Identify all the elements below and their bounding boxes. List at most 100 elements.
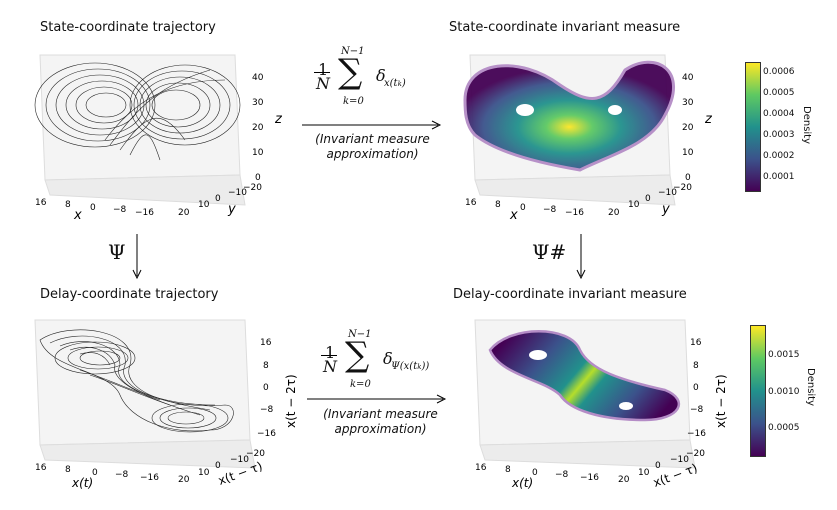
delta-symbol: δ [376, 66, 386, 85]
title-state-trajectory: State-coordinate trajectory [40, 20, 216, 35]
map-psi-pushforward: Ψ# [532, 240, 567, 264]
x-tick: 8 [505, 465, 511, 475]
x-tick: 8 [65, 200, 71, 210]
z-tick: 30 [252, 98, 264, 108]
sum-symbol: ∑ [338, 52, 363, 92]
y-tick: 20 [178, 208, 190, 218]
delta-sub-close: ) [401, 78, 406, 89]
y-tick: −10 [230, 455, 249, 465]
y-tick: 20 [608, 208, 620, 218]
colorbar-bottom [750, 325, 766, 457]
x-tick: −8 [555, 470, 569, 480]
arrow-bottom-right [307, 394, 447, 404]
y-tick: 0 [215, 461, 221, 471]
state-trajectory-plot: 40 30 20 10 0 z 16 8 0 −8 −16 x 20 10 0 … [34, 54, 283, 223]
frac-den: N [323, 357, 337, 376]
x-tick: 8 [65, 465, 71, 475]
delta-sub-k: k [417, 363, 422, 371]
map-psi: Ψ [108, 240, 126, 264]
x-axis-label: x(t) [511, 476, 533, 490]
x-tick: 0 [520, 203, 526, 213]
arrow-psi-pushforward [576, 234, 586, 280]
colorbar-tick: 0.0001 [763, 172, 795, 182]
x-tick: −16 [565, 208, 584, 218]
z-tick: 8 [263, 361, 269, 371]
z-tick: 10 [252, 148, 264, 158]
y-tick: −10 [670, 455, 689, 465]
colorbar-tick: 0.0004 [763, 109, 795, 119]
colorbar-tick: 0.0003 [763, 130, 795, 140]
x-tick: 8 [495, 200, 501, 210]
approximation-note-top: (Invariant measure approximation) [315, 132, 430, 161]
x-tick: −16 [140, 473, 159, 483]
z-tick: −16 [257, 429, 276, 439]
z-tick: −16 [687, 429, 706, 439]
x-tick: −16 [135, 208, 154, 218]
z-axis-label: z [704, 112, 713, 127]
y-tick: 10 [638, 468, 650, 478]
colorbar-tick: 0.0010 [768, 387, 800, 397]
arrow-psi [132, 234, 142, 280]
x-tick: 16 [465, 198, 477, 208]
z-tick: 16 [690, 338, 702, 348]
y-tick: −20 [686, 449, 705, 459]
y-tick: −20 [673, 183, 692, 193]
delta-sub: Ψ(x(t [391, 361, 418, 372]
z-tick: −8 [690, 405, 704, 415]
colorbar-tick: 0.0015 [768, 350, 800, 360]
x-tick: 0 [92, 468, 98, 478]
formula-top: 1 N N−1 ∑ k=0 δ x(tk) [314, 46, 438, 122]
delta-symbol: δ [383, 349, 393, 368]
x-tick: 16 [475, 463, 487, 473]
z-tick: 0 [263, 383, 269, 393]
frac-den: N [316, 74, 330, 93]
z-axis-label: x(t − 2τ) [714, 374, 728, 428]
y-tick: 20 [178, 475, 190, 485]
delta-sub-close: )) [421, 361, 430, 372]
y-tick: −20 [243, 183, 262, 193]
delta-sub-k: k [397, 80, 402, 88]
colorbar-top [745, 62, 761, 192]
x-tick: −8 [115, 470, 129, 480]
delay-trajectory-plot: 16 8 0 −8 −16 x(t − 2τ) 16 8 0 −8 −16 x(… [34, 319, 298, 490]
z-tick: 0 [255, 173, 261, 183]
x-axis-label: x [73, 208, 82, 223]
title-delay-measure: Delay-coordinate invariant measure [453, 287, 687, 302]
y-tick: −20 [246, 449, 265, 459]
title-delay-trajectory: Delay-coordinate trajectory [40, 287, 219, 302]
x-tick: 16 [35, 463, 47, 473]
z-tick: 20 [682, 123, 694, 133]
z-tick: −8 [260, 405, 274, 415]
state-measure-plot: 40 30 20 10 0 z 16 8 0 −8 −16 x 20 10 0 … [463, 54, 713, 223]
y-tick: 10 [198, 200, 210, 210]
y-tick: −10 [228, 188, 247, 198]
approximation-note-bottom: (Invariant measure approximation) [323, 407, 438, 436]
sum-lower: k=0 [343, 96, 364, 107]
z-tick: 16 [260, 338, 272, 348]
y-tick: 10 [628, 200, 640, 210]
colorbar-title: Density [801, 106, 812, 145]
x-axis-label: x [509, 208, 518, 223]
z-tick: 0 [693, 383, 699, 393]
y-tick: −10 [658, 188, 677, 198]
sum-symbol: ∑ [345, 335, 370, 375]
z-tick: 20 [252, 123, 264, 133]
colorbar-tick: 0.0005 [768, 423, 800, 433]
z-tick: 40 [682, 73, 694, 83]
delay-measure-plot: 16 8 0 −8 −16 x(t − 2τ) 16 8 0 −8 −16 x(… [474, 319, 728, 490]
y-tick: 20 [618, 475, 630, 485]
title-state-measure: State-coordinate invariant measure [449, 20, 681, 35]
sum-upper: N−1 [341, 46, 365, 57]
z-tick: 30 [682, 98, 694, 108]
z-axis-label: x(t − 2τ) [284, 374, 298, 428]
x-tick: −8 [113, 205, 127, 215]
y-tick: 0 [215, 194, 221, 204]
arrow-top-right [302, 120, 442, 130]
x-tick: 0 [90, 203, 96, 213]
y-tick: 0 [655, 461, 661, 471]
y-tick: 10 [198, 468, 210, 478]
sum-upper: N−1 [348, 329, 372, 340]
colorbar-tick: 0.0005 [763, 88, 795, 98]
frac-num: 1 [325, 343, 336, 362]
x-axis-label: x(t) [71, 476, 93, 490]
